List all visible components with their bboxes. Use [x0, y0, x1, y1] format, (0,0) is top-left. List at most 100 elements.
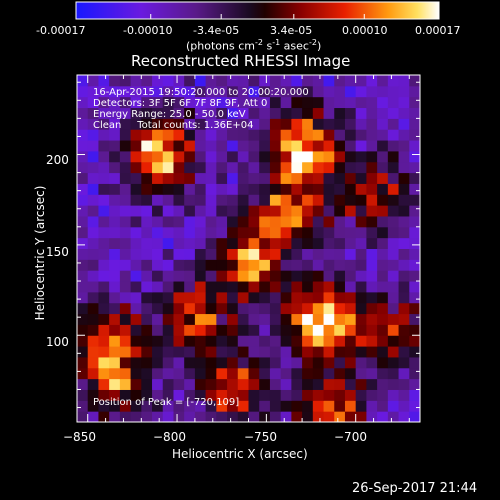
heatmap-cell [398, 324, 410, 336]
heatmap-cell [248, 302, 260, 315]
heatmap-cell [344, 129, 357, 141]
heatmap-cell [152, 313, 164, 325]
heatmap-cell [141, 378, 153, 390]
heatmap-cell [237, 356, 249, 369]
heatmap-cell [87, 75, 99, 87]
heatmap-cell [119, 205, 132, 217]
heatmap-cell [398, 96, 410, 109]
heatmap-cell [77, 118, 89, 130]
heatmap-cell [344, 215, 357, 228]
heatmap-cell [109, 259, 121, 271]
heatmap-cell [344, 183, 357, 195]
heatmap-cell [355, 215, 367, 228]
heatmap-cell [162, 411, 174, 423]
heatmap-cell [227, 150, 239, 163]
heatmap-cell [398, 400, 410, 412]
heatmap-cell [152, 150, 164, 163]
heatmap-cell [162, 367, 174, 380]
heatmap-cell [280, 107, 292, 119]
heatmap-cell [98, 400, 110, 412]
heatmap-cell [334, 75, 346, 87]
heatmap-cell [248, 237, 260, 249]
heatmap-cell [141, 411, 153, 423]
heatmap-cell [280, 378, 292, 390]
heatmap-cell [141, 75, 153, 87]
heatmap-cell [344, 237, 357, 249]
heatmap-cell [119, 302, 132, 315]
heatmap-cell [269, 270, 282, 282]
heatmap-cell [227, 161, 239, 174]
heatmap-cell [355, 346, 367, 358]
heatmap-cell [291, 367, 303, 380]
heatmap-cell [334, 378, 346, 390]
heatmap-cell [152, 96, 164, 109]
heatmap-cell [173, 411, 185, 423]
heatmap-cell [227, 85, 239, 98]
heatmap-cell [205, 194, 217, 206]
heatmap-cell [227, 270, 239, 282]
heatmap-cell [152, 107, 164, 119]
heatmap-cell [152, 172, 164, 184]
heatmap-cell [366, 183, 378, 195]
heatmap-cell [162, 118, 174, 130]
heatmap-cell [194, 259, 207, 271]
heatmap-cell [227, 281, 239, 293]
heatmap-cell [87, 291, 99, 304]
heatmap-cell [184, 85, 196, 98]
heatmap-cell [280, 356, 292, 369]
heatmap-cell [409, 346, 421, 358]
heatmap-cell [173, 205, 185, 217]
heatmap-cell [377, 172, 389, 184]
heatmap-cell [248, 96, 260, 109]
heatmap-cell [355, 259, 367, 271]
heatmap-cell [387, 129, 400, 141]
heatmap-cell [77, 237, 89, 249]
heatmap-cell [119, 313, 132, 325]
heatmap-cell [87, 346, 99, 358]
heatmap-cell [355, 150, 367, 163]
heatmap-cell [259, 389, 271, 401]
heatmap-cell [227, 302, 239, 315]
heatmap-cell [344, 226, 357, 239]
heatmap-cell [269, 215, 282, 228]
heatmap-cell [334, 140, 346, 152]
heatmap-cell [216, 270, 228, 282]
heatmap-cell [162, 270, 174, 282]
heatmap-cell [344, 313, 357, 325]
heatmap-cell [302, 411, 314, 423]
heatmap-cell [173, 259, 185, 271]
heatmap-cell [227, 356, 239, 369]
heatmap-cell [387, 75, 400, 87]
heatmap-cell [141, 367, 153, 380]
heatmap-cell [377, 140, 389, 152]
heatmap-cell [280, 411, 292, 423]
heatmap-cell [344, 172, 357, 184]
heatmap-cell [334, 291, 346, 304]
heatmap-cell [173, 324, 185, 336]
colorbar-units-part: ) [316, 39, 322, 53]
heatmap-cell [98, 259, 110, 271]
heatmap-cell [77, 75, 89, 87]
heatmap-cell [344, 259, 357, 271]
heatmap-cell [194, 411, 207, 423]
heatmap-cell [119, 172, 132, 184]
heatmap-cell [205, 356, 217, 369]
heatmap-cell [280, 215, 292, 228]
heatmap-cell [216, 205, 228, 217]
heatmap-cell [377, 302, 389, 315]
heatmap-cell [184, 237, 196, 249]
heatmap-cell [323, 183, 335, 195]
heatmap-cell [184, 140, 196, 152]
heatmap-cell [355, 226, 367, 239]
heatmap-cell [194, 161, 207, 174]
heatmap-cell [237, 313, 249, 325]
heatmap-cell [355, 270, 367, 282]
heatmap-cell [302, 161, 314, 174]
heatmap-cell [302, 215, 314, 228]
heatmap-cell [259, 118, 271, 130]
heatmap-cell [216, 96, 228, 109]
heatmap-cell [130, 302, 142, 315]
heatmap-cell [366, 85, 378, 98]
heatmap-cell [312, 248, 325, 260]
heatmap-cell [280, 291, 292, 304]
